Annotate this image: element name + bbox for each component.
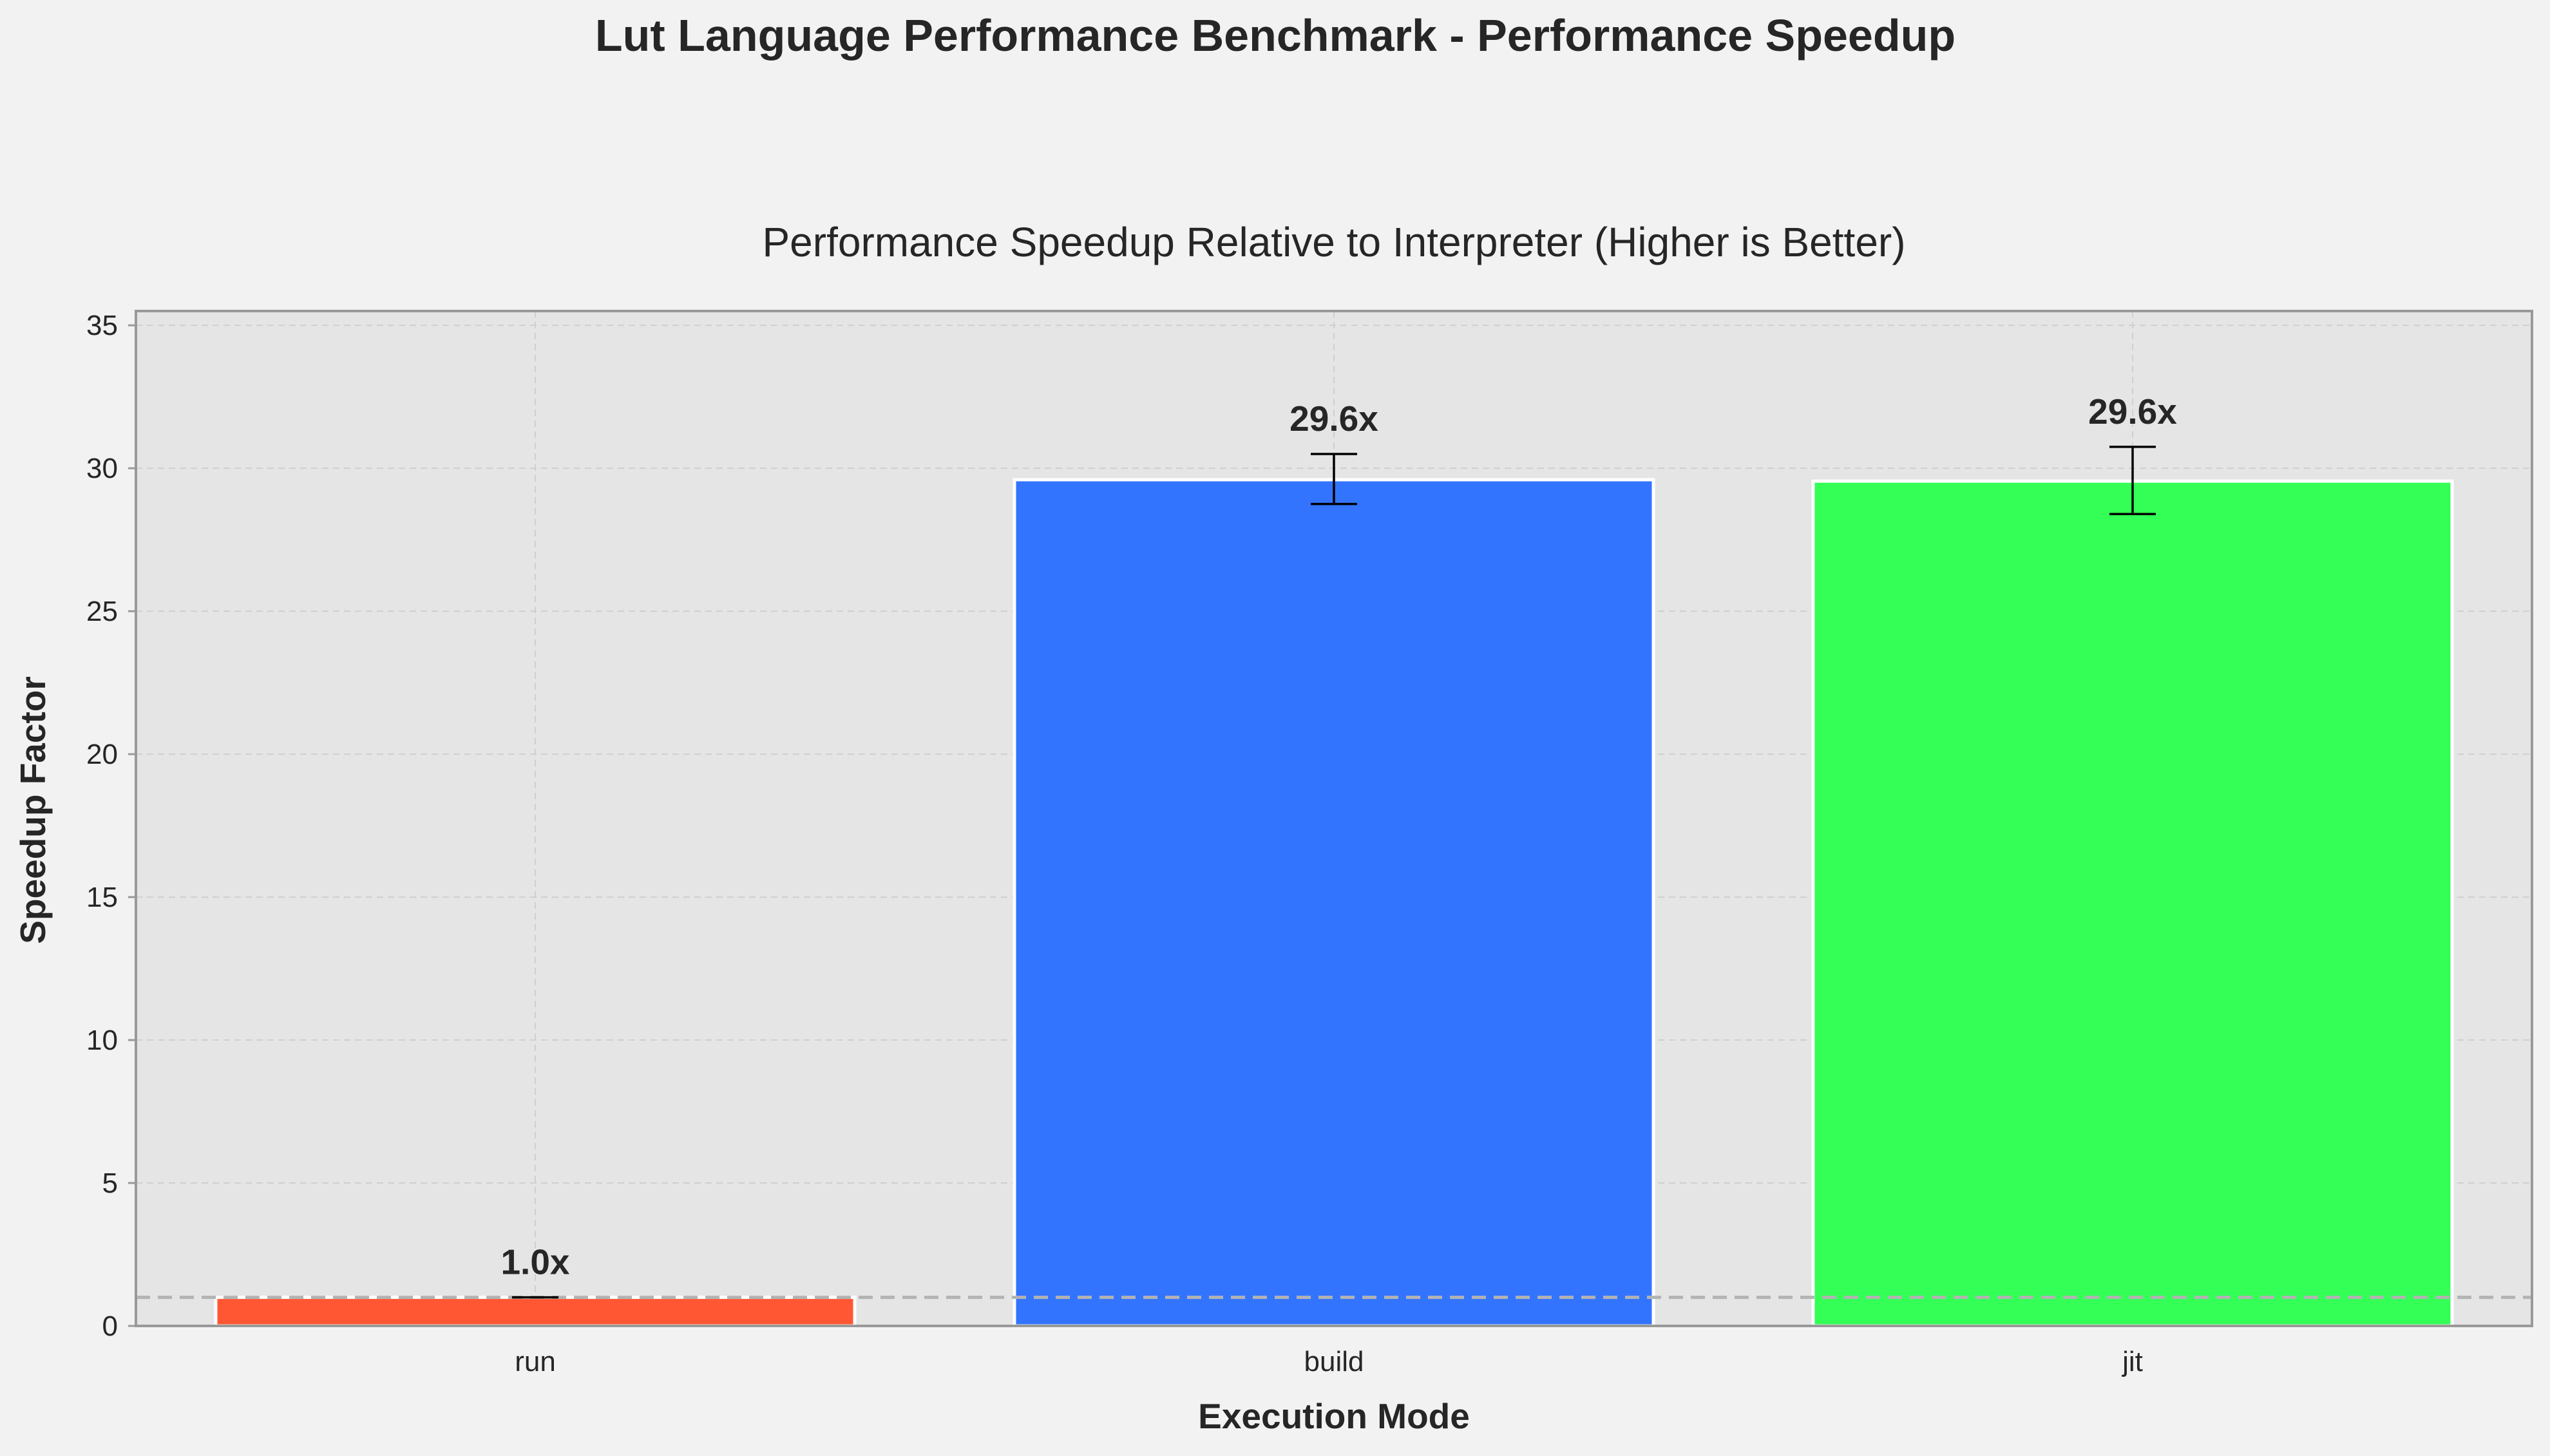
bar-jit [1811, 479, 2454, 1328]
bar-build [1013, 478, 1655, 1328]
y-tick-label: 20 [86, 739, 118, 770]
bar-run [214, 1296, 857, 1328]
x-tick-label: build [1304, 1346, 1364, 1377]
data-labels: 1.0x 29.6x 29.6x [500, 392, 2177, 1282]
chart-title: Performance Speedup Relative to Interpre… [762, 219, 1905, 265]
plot-frame [135, 310, 2533, 1327]
x-axis-label: Execution Mode [1198, 1396, 1470, 1436]
data-label-jit: 29.6x [2088, 392, 2177, 431]
y-tick-label: 10 [86, 1025, 118, 1056]
figure-title: Lut Language Performance Benchmark - Per… [595, 10, 1955, 61]
x-tick-label: run [515, 1346, 556, 1377]
bars [214, 478, 2454, 1328]
y-tick-label: 35 [86, 310, 118, 341]
y-tick-label: 30 [86, 453, 118, 484]
y-tick-label: 5 [102, 1168, 118, 1199]
y-tick-label: 15 [86, 882, 118, 913]
y-tick-label: 0 [102, 1310, 118, 1342]
y-axis-label: Speedup Factor [13, 676, 53, 944]
data-label-run: 1.0x [500, 1242, 569, 1282]
y-tick-label: 25 [86, 596, 118, 627]
x-axis-ticks: run build jit [515, 1346, 2143, 1377]
y-axis-ticks: 0 5 10 15 20 25 30 35 [86, 310, 136, 1342]
data-label-build: 29.6x [1289, 399, 1378, 439]
error-bars [512, 446, 2156, 1299]
x-tick-label: jit [2121, 1346, 2143, 1377]
